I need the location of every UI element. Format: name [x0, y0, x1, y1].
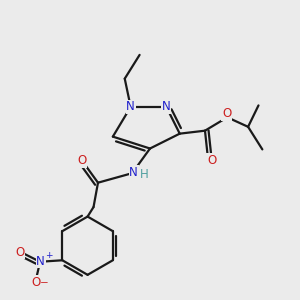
Text: O: O	[207, 154, 216, 167]
Text: −: −	[40, 278, 49, 289]
Text: N: N	[129, 166, 138, 179]
Text: H: H	[140, 169, 149, 182]
Text: O: O	[15, 246, 25, 259]
Text: N: N	[162, 100, 171, 113]
Text: O: O	[77, 154, 86, 167]
Text: +: +	[45, 251, 52, 260]
Text: N: N	[126, 100, 135, 113]
Text: O: O	[32, 276, 41, 289]
Text: N: N	[36, 255, 45, 268]
Text: O: O	[222, 107, 231, 120]
